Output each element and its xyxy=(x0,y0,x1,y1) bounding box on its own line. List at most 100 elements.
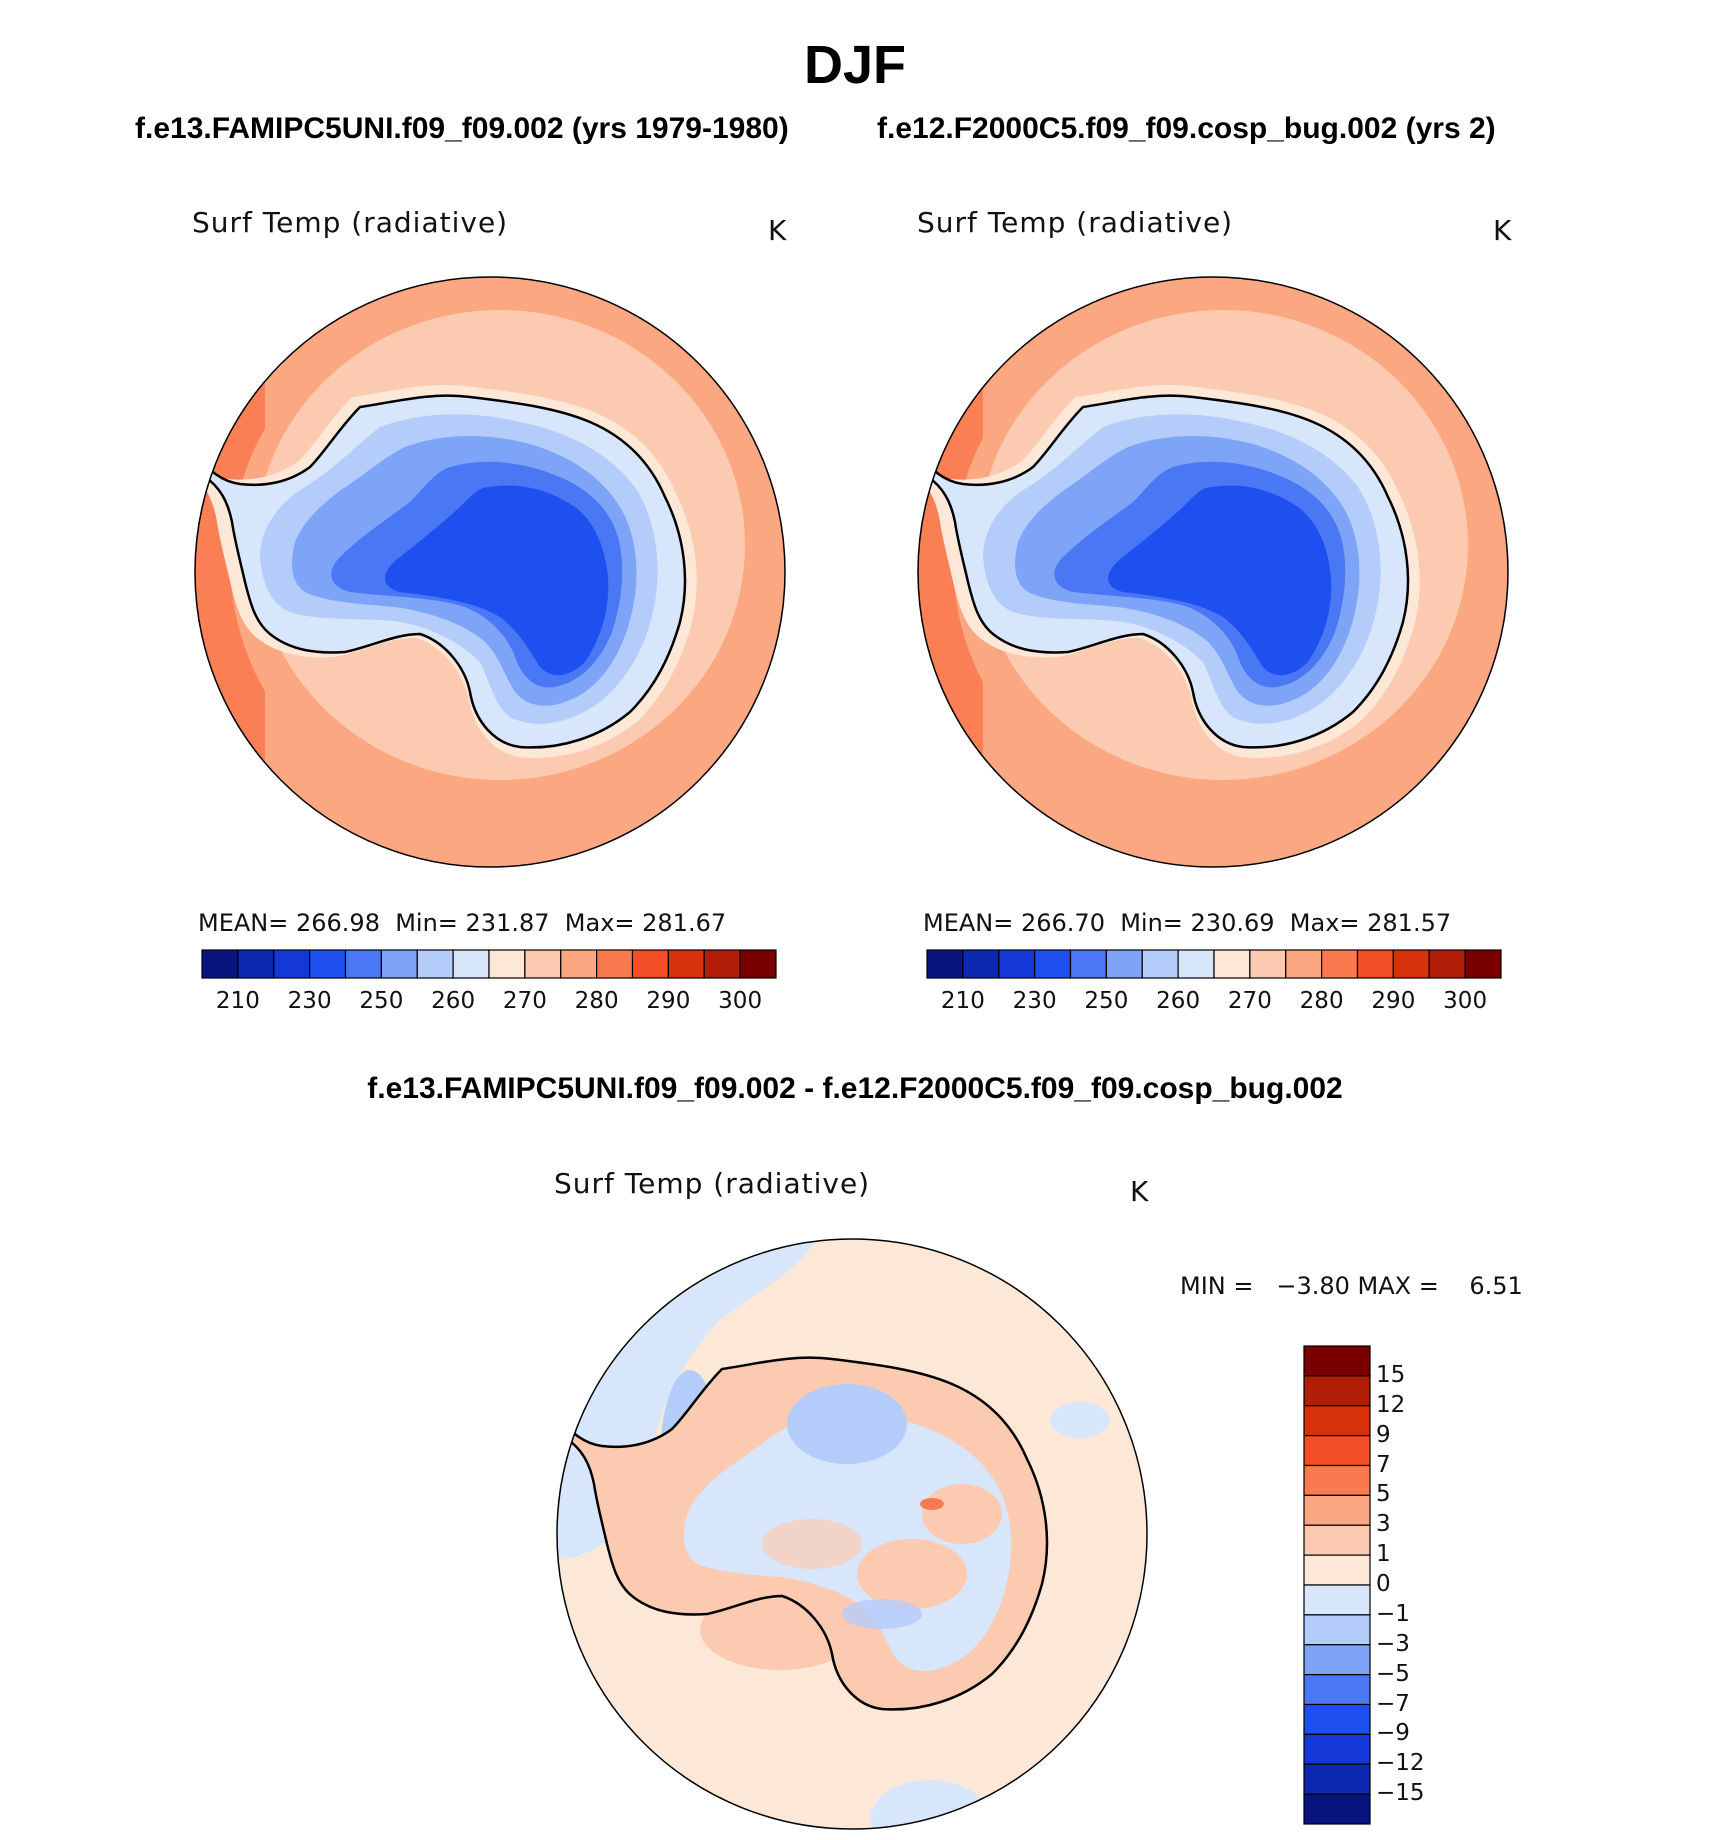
diff-stats: MIN = −3.80 MAX = 6.51 xyxy=(1180,1272,1523,1300)
colorbar-panel2-swatch xyxy=(1069,949,1107,979)
panel2-variable-label: Surf Temp (radiative) xyxy=(917,206,1234,239)
colorbar-diff-swatch xyxy=(1303,1733,1371,1765)
colorbar-diff-tick-label: 5 xyxy=(1376,1481,1391,1508)
colorbar-panel1-swatch xyxy=(273,949,311,979)
colorbar-panel1-swatch xyxy=(488,949,526,979)
colorbar-panel1-tick-label: 290 xyxy=(646,988,691,1014)
colorbar-diff-swatch xyxy=(1303,1554,1371,1586)
panel2-map-border xyxy=(917,276,1509,868)
colorbar-diff-tick-label: −15 xyxy=(1376,1780,1425,1807)
colorbar-diff-swatch xyxy=(1303,1405,1371,1437)
diff-units-label: K xyxy=(1130,1175,1150,1208)
colorbar-diff-tick-label: −7 xyxy=(1376,1690,1410,1717)
colorbar-panel1-tick-label: 260 xyxy=(431,988,476,1014)
colorbar-panel2-swatch xyxy=(1321,949,1359,979)
colorbar-panel1-swatch xyxy=(201,949,239,979)
colorbar-panel2-swatch xyxy=(1285,949,1323,979)
panel1-stats: MEAN= 266.98 Min= 231.87 Max= 281.67 xyxy=(198,909,727,937)
colorbar-panel2-tick-label: 300 xyxy=(1443,988,1488,1014)
colorbar-panel2-swatch xyxy=(1249,949,1287,979)
colorbar-panel2-tick-label: 280 xyxy=(1299,988,1344,1014)
colorbar-panel1-swatch xyxy=(452,949,490,979)
colorbar-panel1-tick-label: 280 xyxy=(574,988,619,1014)
colorbar-diff-swatch xyxy=(1303,1793,1371,1825)
colorbar-panel2-swatch xyxy=(1177,949,1215,979)
colorbar-panel1-swatch xyxy=(596,949,634,979)
colorbar-diff-swatch xyxy=(1303,1435,1371,1467)
colorbar-panel2-swatch xyxy=(926,949,964,979)
panel1-map-border xyxy=(194,276,786,868)
colorbar-panel2-swatch xyxy=(962,949,1000,979)
colorbar-diff-swatch xyxy=(1303,1524,1371,1556)
colorbar-panel1 xyxy=(201,949,777,979)
colorbar-diff-swatch xyxy=(1303,1614,1371,1646)
colorbar-panel2-swatch xyxy=(1213,949,1251,979)
colorbar-panel1-swatch xyxy=(380,949,418,979)
colorbar-panel1-swatch xyxy=(524,949,562,979)
colorbar-panel1-tick-label: 210 xyxy=(215,988,260,1014)
colorbar-diff-tick-label: 1 xyxy=(1376,1541,1391,1568)
colorbar-diff xyxy=(1303,1345,1371,1825)
colorbar-panel2-swatch xyxy=(998,949,1036,979)
colorbar-panel2-tick-label: 250 xyxy=(1084,988,1129,1014)
colorbar-diff-tick-label: −3 xyxy=(1376,1630,1410,1657)
colorbar-panel2-tick-label: 270 xyxy=(1227,988,1272,1014)
colorbar-diff-tick-label: 3 xyxy=(1376,1511,1391,1538)
panel1-map xyxy=(195,277,785,867)
diff-title: f.e13.FAMIPC5UNI.f09_f09.002 - f.e12.F20… xyxy=(367,1072,1343,1105)
colorbar-panel2-tick-label: 290 xyxy=(1371,988,1416,1014)
colorbar-panel2-tick-label: 230 xyxy=(1012,988,1057,1014)
colorbar-panel2-swatch xyxy=(1464,949,1502,979)
colorbar-panel1-swatch xyxy=(560,949,598,979)
colorbar-diff-tick-label: −9 xyxy=(1376,1720,1410,1747)
colorbar-panel2-swatch xyxy=(1034,949,1072,979)
colorbar-panel1-tick-label: 230 xyxy=(287,988,332,1014)
main-title: DJF xyxy=(803,35,906,95)
colorbar-diff-tick-label: −12 xyxy=(1376,1750,1425,1777)
colorbar-panel1-tick-label: 270 xyxy=(502,988,547,1014)
colorbar-diff-tick-label: 0 xyxy=(1376,1571,1391,1597)
colorbar-diff-tick-label: 12 xyxy=(1376,1391,1406,1418)
panel2-map xyxy=(918,277,1508,867)
colorbar-panel1-swatch xyxy=(739,949,777,979)
colorbar-panel2-swatch xyxy=(1105,949,1143,979)
panel2-stats: MEAN= 266.70 Min= 230.69 Max= 281.57 xyxy=(923,909,1452,937)
panel1-units-label: K xyxy=(768,214,788,247)
colorbar-panel2-swatch xyxy=(1356,949,1394,979)
colorbar-panel1-swatch xyxy=(667,949,705,979)
colorbar-panel1-swatch xyxy=(309,949,347,979)
colorbar-panel2-swatch xyxy=(1428,949,1466,979)
colorbar-diff-swatch xyxy=(1303,1674,1371,1706)
case2-title: f.e12.F2000C5.f09_f09.cosp_bug.002 (yrs … xyxy=(877,112,1496,145)
colorbar-panel1-tick-label: 250 xyxy=(359,988,404,1014)
colorbar-diff-swatch xyxy=(1303,1375,1371,1407)
colorbar-diff-tick-label: 15 xyxy=(1376,1361,1406,1388)
case1-title: f.e13.FAMIPC5UNI.f09_f09.002 (yrs 1979-1… xyxy=(135,112,789,145)
colorbar-panel1-swatch xyxy=(237,949,275,979)
colorbar-diff-tick-label: −1 xyxy=(1376,1600,1410,1627)
colorbar-diff-swatch xyxy=(1303,1345,1371,1377)
colorbar-diff-tick-label: 9 xyxy=(1376,1421,1391,1448)
colorbar-panel1-swatch xyxy=(344,949,382,979)
colorbar-diff-swatch xyxy=(1303,1763,1371,1795)
colorbar-panel2-tick-label: 210 xyxy=(940,988,985,1014)
colorbar-panel2-swatch xyxy=(1141,949,1179,979)
panel2-units-label: K xyxy=(1493,214,1513,247)
colorbar-panel1-swatch xyxy=(703,949,741,979)
panel1-variable-label: Surf Temp (radiative) xyxy=(192,206,509,239)
colorbar-diff-swatch xyxy=(1303,1464,1371,1496)
colorbar-diff-swatch xyxy=(1303,1644,1371,1676)
colorbar-panel1-swatch xyxy=(631,949,669,979)
colorbar-diff-swatch xyxy=(1303,1584,1371,1616)
colorbar-diff-tick-label: 7 xyxy=(1376,1451,1391,1478)
colorbar-panel2-tick-label: 260 xyxy=(1156,988,1201,1014)
colorbar-diff-swatch xyxy=(1303,1494,1371,1526)
colorbar-panel2-swatch xyxy=(1392,949,1430,979)
diff-variable-label: Surf Temp (radiative) xyxy=(554,1167,871,1200)
colorbar-panel1-swatch xyxy=(416,949,454,979)
colorbar-panel2 xyxy=(926,949,1502,979)
colorbar-diff-swatch xyxy=(1303,1703,1371,1735)
diff-map-border xyxy=(556,1238,1148,1830)
colorbar-diff-tick-label: −5 xyxy=(1376,1660,1410,1687)
colorbar-panel1-tick-label: 300 xyxy=(718,988,763,1014)
